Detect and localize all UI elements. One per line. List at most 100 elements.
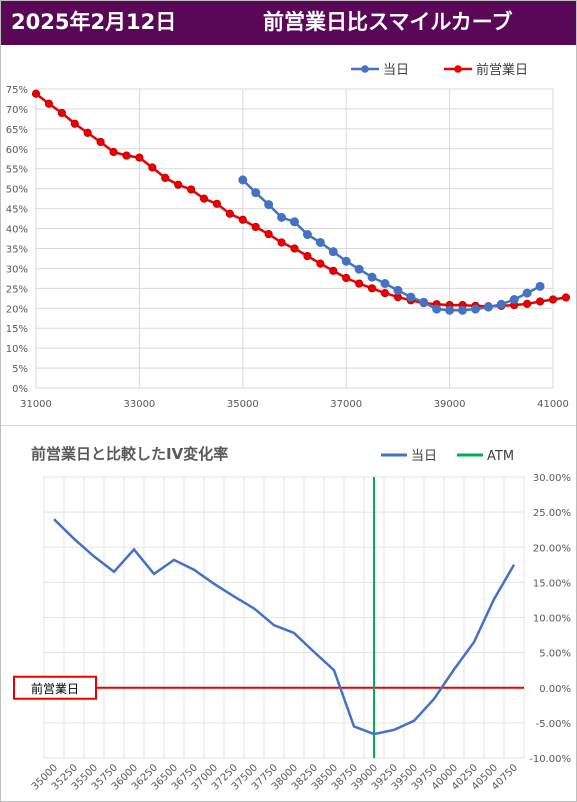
data-point [535,297,545,306]
data-point [445,305,455,315]
data-point [251,222,260,232]
y-tick-label: 20.00% [533,543,571,554]
data-point [212,199,222,208]
data-point [187,185,196,194]
header-bar: 2025年2月12日 前営業日比スマイルカーブ [1,1,576,45]
y-tick-label: 5.00% [539,649,571,660]
data-point [355,279,364,288]
x-tick-label: 31000 [20,399,52,410]
data-point [509,294,519,304]
data-point [264,200,274,210]
data-point [225,209,234,218]
x-tick-label: 37000 [330,399,362,410]
data-point [380,289,390,298]
data-point [44,99,54,108]
data-point [148,163,157,172]
y-tick-label: 10.00% [533,614,571,625]
y-tick-label: 40% [6,225,28,236]
y-tick-label: 50% [6,185,28,196]
data-point [277,238,286,247]
data-point [122,151,131,160]
smile-curve-chart: 0% 5% 10% 15% 20% 25% 30% 35% 40% 45% 50% 55% 60% 65%… [6,62,571,410]
data-point [303,251,312,261]
data-point [328,247,338,257]
y-tick-label: 60% [6,145,28,156]
y-tick-label: 0.00% [539,684,571,695]
header-title: 前営業日比スマイルカーブ [263,10,513,34]
data-point [264,230,273,239]
data-point [161,173,170,183]
y-tick-label: -5.00% [536,719,571,730]
data-point [561,293,571,302]
data-point [290,244,299,253]
baseline-label-box [13,675,97,700]
data-point [302,230,312,240]
y-tick-label: 25.00% [533,508,571,519]
chart-divider [1,425,576,426]
y-tick-label: 25% [6,284,28,295]
y-tick-label: 55% [6,165,28,176]
data-point [393,285,403,295]
y-tick-label: 5% [12,364,28,375]
legend-label: 前営業日 [476,62,528,78]
data-point [458,305,468,315]
data-point [96,137,105,147]
x-tick-label: 33000 [123,399,155,410]
data-point [199,194,209,203]
series-line [53,518,516,736]
data-point [523,299,532,308]
data-point [251,188,261,198]
y-tick-label: 30% [6,264,28,275]
y-tick-label: 70% [6,105,28,116]
legend-label: 当日 [411,449,437,464]
data-point [341,256,351,266]
data-point [342,273,351,283]
data-point [135,153,144,162]
data-point [354,264,364,274]
data-point [419,297,429,307]
x-tick-label: 41000 [537,399,569,410]
data-point [470,304,480,314]
data-point [367,272,377,282]
data-point [277,212,287,222]
legend-marker [454,65,462,73]
data-point [329,266,338,275]
y-tick-label: 75% [6,85,28,96]
y-tick-label: -10.00% [529,754,571,765]
data-point [535,281,545,291]
data-point [432,304,442,314]
data-point [406,292,416,302]
data-point [367,284,377,293]
data-point [70,119,79,128]
y-tick-label: 0% [12,384,28,395]
data-point [548,295,558,304]
data-point [315,237,325,247]
data-point [57,108,66,118]
data-point [174,180,183,189]
y-tick-label: 35% [6,244,28,255]
data-point [83,128,92,137]
data-point [238,215,247,224]
y-tick-label: 65% [6,125,28,136]
y-tick-label: 15% [6,324,28,335]
x-tick-label: 35000 [227,399,259,410]
data-point [380,279,390,289]
series-line [35,92,567,308]
data-point [316,259,325,268]
legend-label: ATM [487,449,514,464]
legend-marker [361,65,369,73]
data-point [31,89,41,98]
data-point [483,302,493,312]
baseline-label: 前営業日 [31,681,79,696]
data-point [109,147,118,157]
y-tick-label: 20% [6,304,28,315]
y-tick-label: 15.00% [533,578,571,589]
y-tick-label: 10% [6,344,28,355]
y-tick-label: 30.00% [533,473,571,484]
data-point [522,288,532,298]
x-tick-label: 39000 [434,399,466,410]
data-point [496,299,506,309]
iv-change-chart: 前営業日と比較したIV変化率 30.00% 25.00% 20.00% 15.00% 10… [13,445,571,793]
legend-label: 当日 [383,63,409,78]
